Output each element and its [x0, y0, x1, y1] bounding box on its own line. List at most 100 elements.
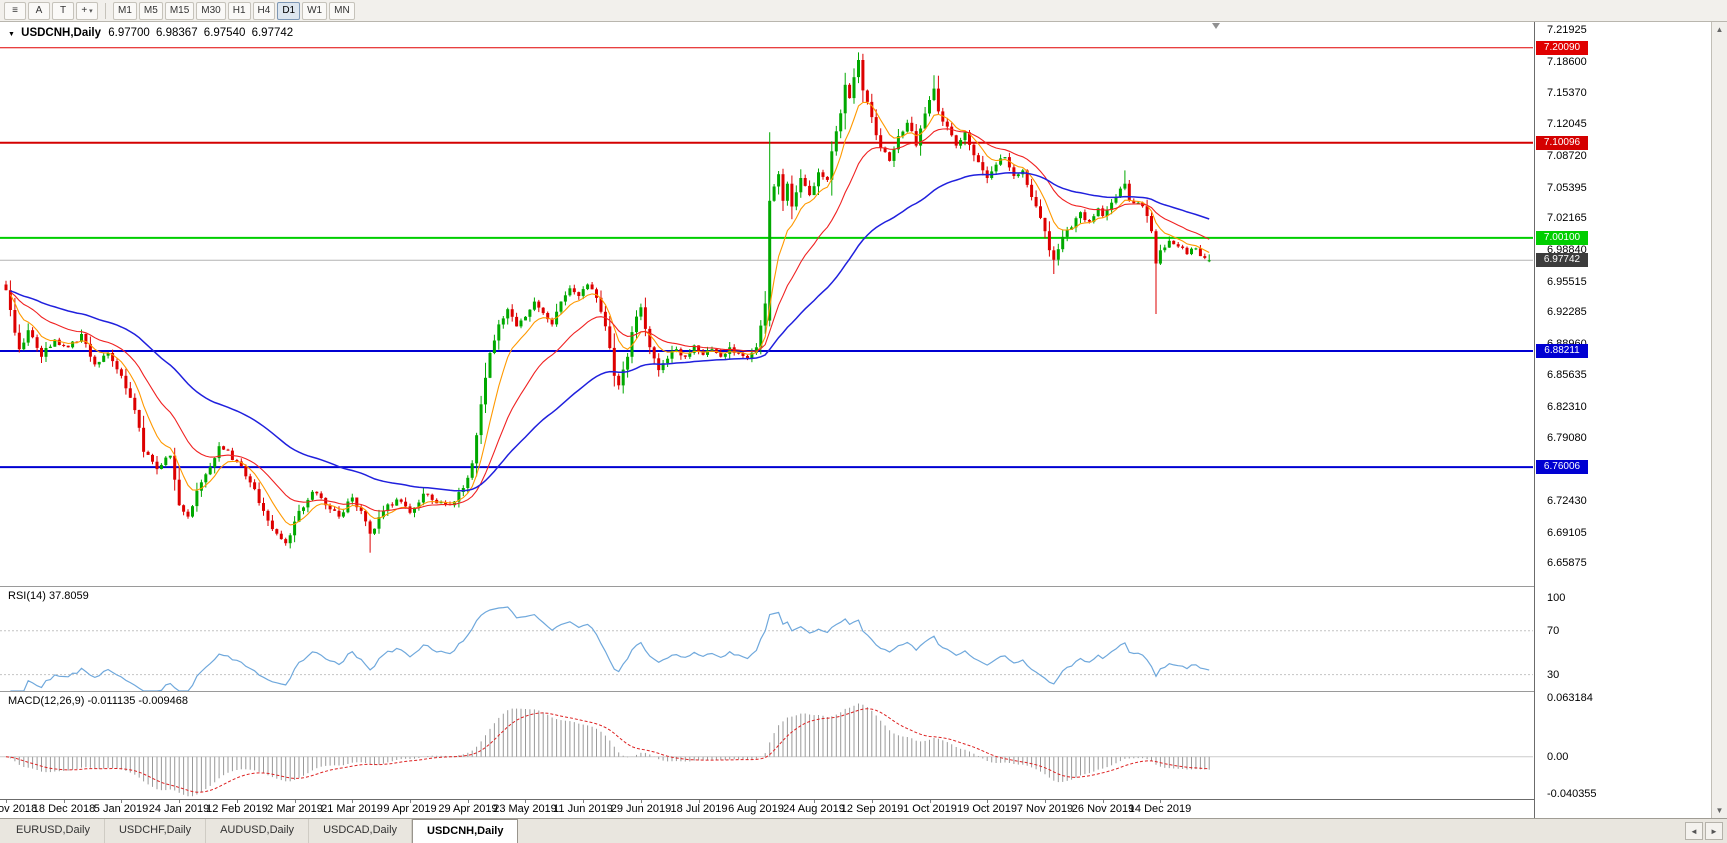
price-chart[interactable] [0, 22, 1533, 586]
toolbar-separator [105, 2, 106, 19]
timeframe-D1-button[interactable]: D1 [277, 1, 301, 20]
date-tick [237, 800, 238, 803]
date-tick [583, 800, 584, 803]
chart-shift-marker[interactable] [1212, 23, 1220, 29]
rsi-line [10, 606, 1210, 691]
charts-list-icon: ≡ [12, 5, 18, 16]
macd-signal-line [5, 708, 1210, 793]
ma-8-line [9, 101, 1210, 526]
down-candle-wicks [5, 53, 1206, 553]
date-tick [756, 800, 757, 803]
macd-axis-label: 0.063184 [1547, 692, 1593, 704]
date-axis-label: 11 Jun 2019 [553, 803, 613, 815]
ma-55-line [10, 172, 1210, 492]
scroll-down-icon[interactable]: ▼ [1715, 806, 1724, 815]
price-axis-label: 7.08720 [1547, 150, 1587, 162]
rsi-axis-label: 70 [1547, 625, 1560, 637]
macd-panel[interactable] [0, 692, 1533, 799]
date-tick [121, 800, 122, 803]
macd-histogram [9, 703, 1210, 797]
text-annotation-button[interactable]: A [28, 1, 50, 20]
tabs-scroll-left-icon[interactable]: ◄ [1685, 822, 1703, 840]
axis-separator [0, 799, 1711, 800]
price-axis-label: 6.65875 [1547, 557, 1587, 569]
date-axis-label: 7 Nov 2019 [1016, 803, 1074, 815]
crosshair-tool-button[interactable]: + ▾ [76, 1, 98, 20]
tab-USDCAD[interactable]: USDCAD,Daily [309, 819, 413, 843]
price-axis-label: 7.12045 [1547, 118, 1587, 130]
timeframe-M30-button[interactable]: M30 [196, 1, 226, 20]
price-axis-label: 6.72430 [1547, 495, 1587, 507]
date-axis-label: 18 Jul 2019 [670, 803, 728, 815]
timeframe-W1-button[interactable]: W1 [302, 1, 328, 20]
price-axis-label: 7.21925 [1547, 24, 1587, 36]
date-tick [641, 800, 642, 803]
tab-USDCNH[interactable]: USDCNH,Daily [412, 819, 519, 843]
macd-axis-label: -0.040355 [1547, 788, 1597, 800]
tab-EURUSD[interactable]: EURUSD,Daily [2, 819, 105, 843]
date-tick [295, 800, 296, 803]
date-tick [1103, 800, 1104, 803]
chart-dropdown-icon[interactable]: ▼ [8, 31, 15, 38]
date-tick [6, 800, 7, 803]
rsi-level-lines [0, 630, 1533, 676]
price-axis-label: 6.82310 [1547, 401, 1587, 413]
date-axis-label: 21 Mar 2019 [321, 803, 383, 815]
panel-separator[interactable] [0, 691, 1711, 692]
price-axis-label: 6.95515 [1547, 276, 1587, 288]
date-tick [64, 800, 65, 803]
level-price-tag: 7.10096 [1536, 136, 1588, 150]
charts-list-button[interactable]: ≡ [4, 1, 26, 20]
dropdown-caret-icon: ▾ [89, 7, 93, 15]
horizontal-level-lines [0, 47, 1533, 469]
tab-USDCHF[interactable]: USDCHF,Daily [105, 819, 207, 843]
level-price-tag: 7.20090 [1536, 41, 1588, 55]
date-tick [1045, 800, 1046, 803]
price-axis-label: 7.15370 [1547, 87, 1587, 99]
tab-AUDUSD[interactable]: AUDUSD,Daily [206, 819, 310, 843]
ma-21-line [10, 128, 1210, 512]
timeframe-H1-button[interactable]: H1 [227, 1, 251, 20]
chart-open-value: 6.97700 [108, 27, 150, 39]
date-axis-label: 29 Jun 2019 [610, 803, 672, 815]
timeframe-M1-button[interactable]: M1 [113, 1, 137, 20]
date-tick [352, 800, 353, 803]
price-axis-label: 7.18600 [1547, 56, 1587, 68]
price-axis[interactable]: 7.21925 7.18600 7.15370 7.12045 7.08720 7.053… [1534, 22, 1711, 818]
panel-separator[interactable] [0, 586, 1711, 587]
price-axis-label: 6.92285 [1547, 306, 1587, 318]
timeframe-H4-button[interactable]: H4 [252, 1, 276, 20]
timeframe-M5-button[interactable]: M5 [138, 1, 163, 20]
timeframe-M15-button[interactable]: M15 [164, 1, 195, 20]
chart-close-value: 6.97742 [251, 27, 294, 39]
price-axis-label: 6.79080 [1547, 432, 1587, 444]
level-price-tag: 7.00100 [1536, 231, 1588, 245]
date-tick [987, 800, 988, 803]
tabs-scroll-right-icon[interactable]: ► [1705, 822, 1723, 840]
label-tool-button[interactable]: T [52, 1, 74, 20]
scroll-up-icon[interactable]: ▲ [1715, 25, 1724, 34]
chart-low-value: 6.97540 [203, 27, 246, 39]
date-axis-label: 19 Oct 2019 [957, 803, 1017, 815]
timeframe-MN-button[interactable]: MN [329, 1, 355, 20]
chart-title: ▼ USDCNH,Daily 6.97700 6.98367 6.97540 6… [8, 27, 296, 39]
date-axis-label: 29 Nov 2018 [0, 803, 38, 815]
date-tick [410, 800, 411, 803]
rsi-label: RSI(14) 37.8059 [8, 590, 89, 602]
rsi-panel[interactable] [0, 587, 1533, 691]
date-axis-label: 2 Mar 2019 [267, 803, 323, 815]
date-axis-label: 1 Oct 2019 [903, 803, 957, 815]
chart-symbol-period: USDCNH,Daily [21, 27, 102, 39]
vertical-scrollbar[interactable]: ▲ ▼ [1711, 22, 1727, 818]
date-axis-label: 14 Dec 2019 [1128, 803, 1192, 815]
date-axis-label: 12 Feb 2019 [206, 803, 268, 815]
up-candle-wicks [23, 52, 1210, 549]
date-tick [699, 800, 700, 803]
price-axis-label: 7.05395 [1547, 182, 1587, 194]
moving-averages [9, 101, 1210, 526]
date-axis-label: 26 Nov 2019 [1071, 803, 1135, 815]
date-tick [872, 800, 873, 803]
up-candle-bodies [22, 60, 1211, 544]
price-axis-label: 7.02165 [1547, 212, 1587, 224]
